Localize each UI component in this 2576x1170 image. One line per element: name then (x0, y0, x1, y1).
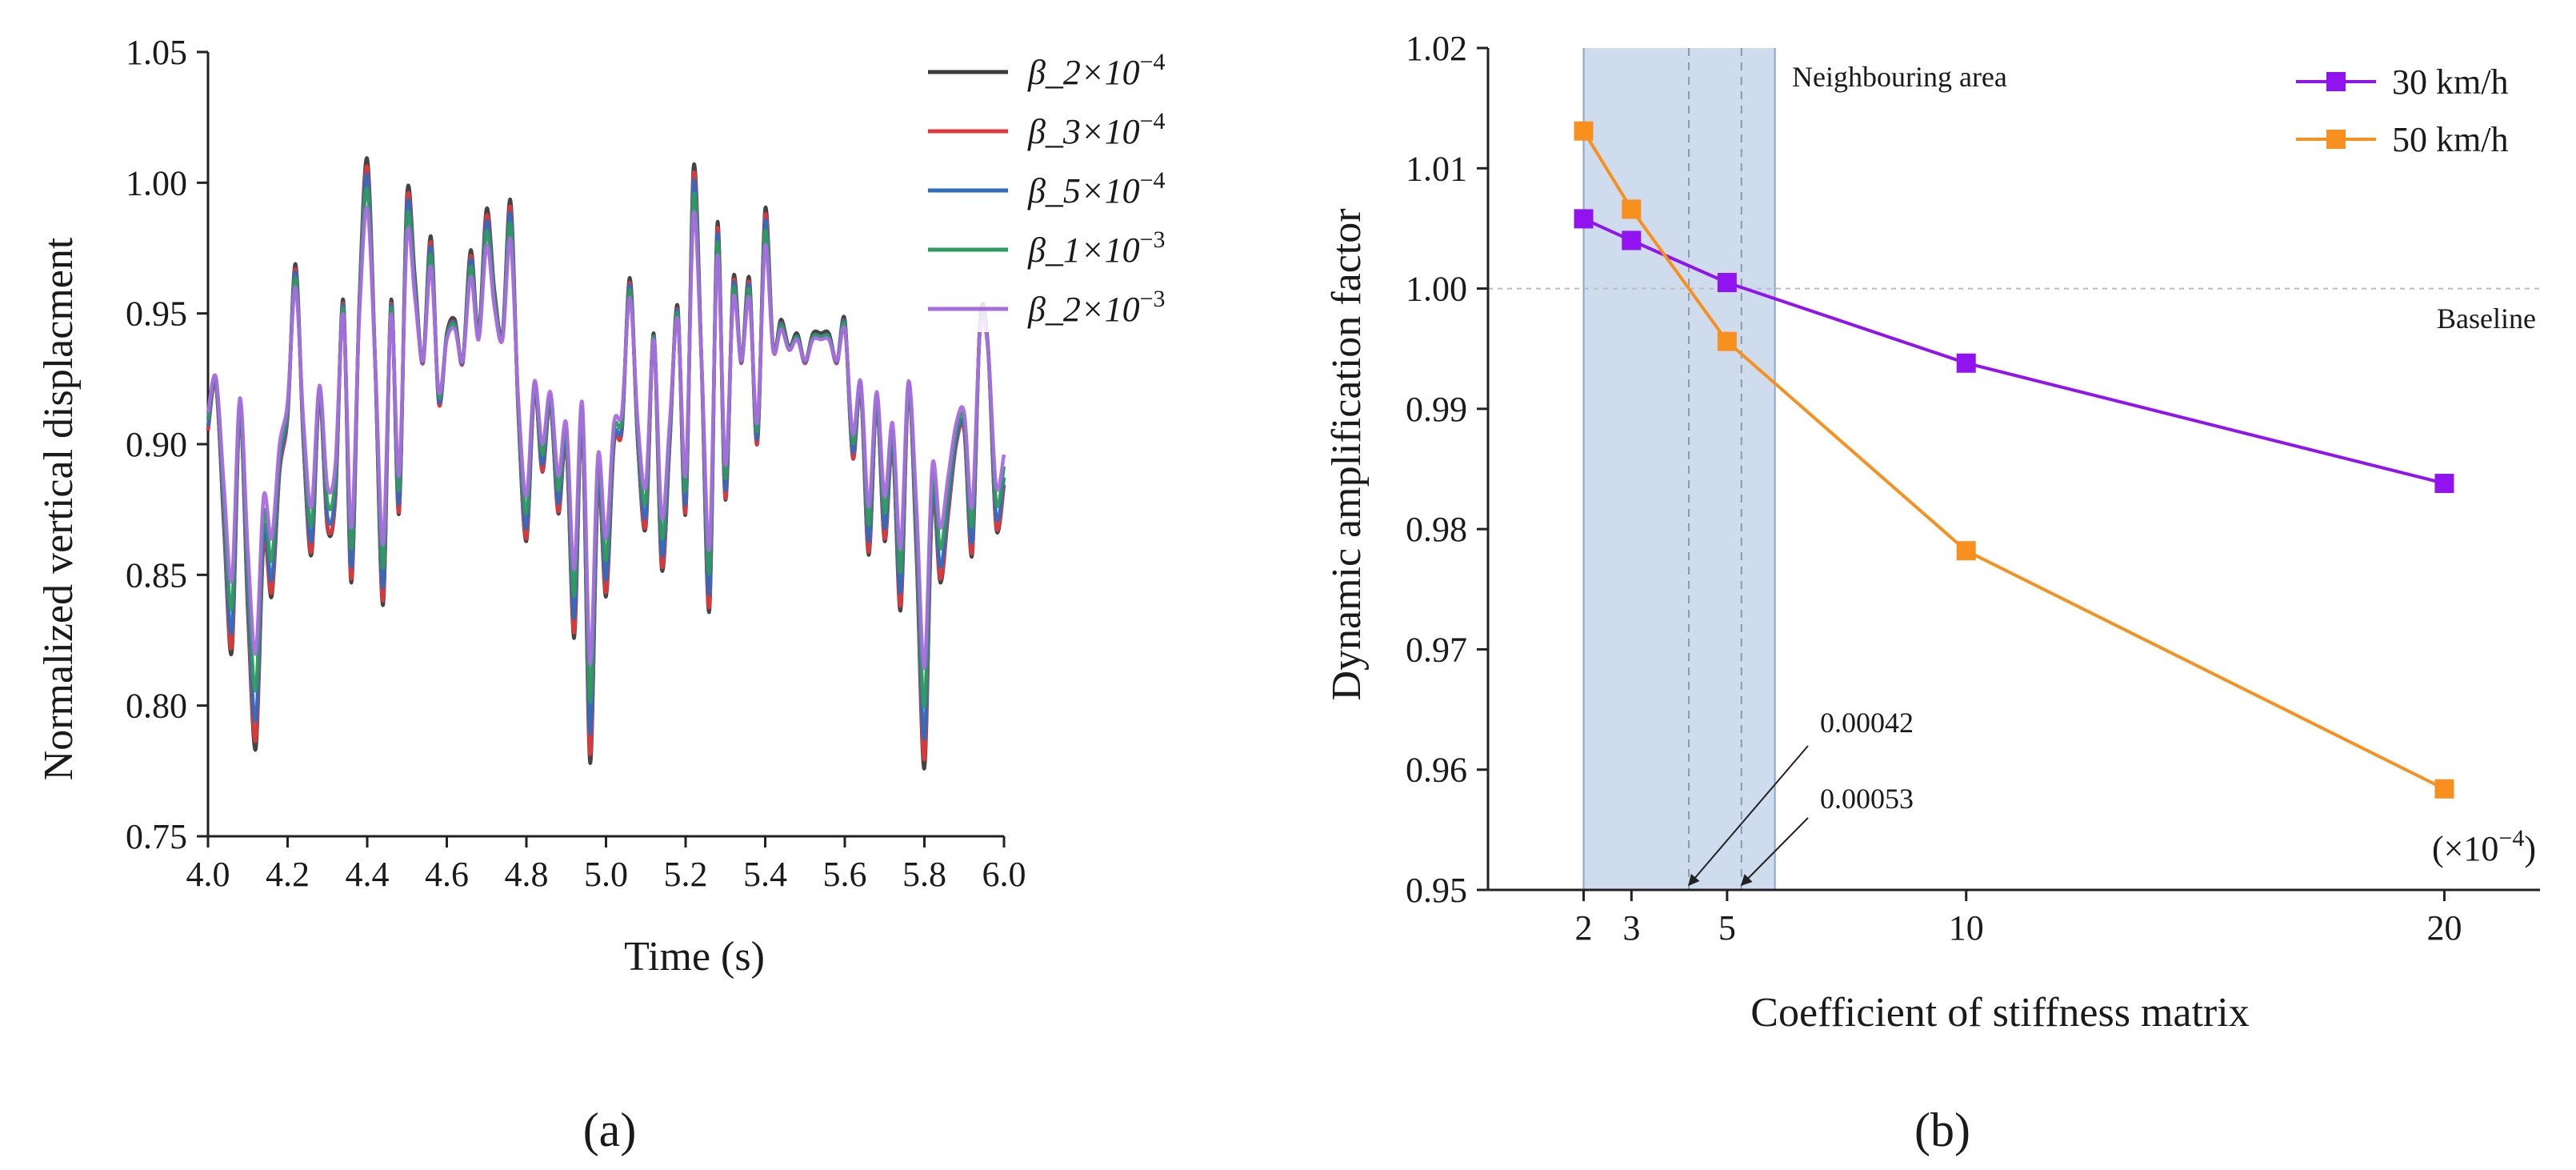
chart-a-series-line-3 (206, 172, 1006, 741)
chart-a-y-tick-label: 1.00 (126, 163, 187, 202)
chart-b-x-tick-label: 20 (2426, 908, 2462, 948)
chart-b-axes (1486, 48, 2540, 892)
chart-b-data-point (1622, 199, 1642, 219)
chart-b-data-point (2434, 474, 2454, 494)
chart-b-annotation-label: 0.00053 (1820, 783, 1914, 815)
chart-b-y-tick-label: 0.96 (1406, 751, 1467, 790)
chart-a-y-tick-label: 0.85 (126, 555, 187, 595)
chart-b-annotation-arrow (1740, 817, 1809, 886)
chart-b-panel-label: (b) (1914, 1104, 1970, 1156)
chart-b-y-tick-label: 1.00 (1406, 270, 1467, 309)
chart-a-x-tick-label: 6.0 (982, 855, 1026, 894)
chart-a-ylabel: Normalized vertical displacment (36, 237, 82, 780)
chart-b-annotation-arrow (1688, 745, 1809, 887)
chart-a-x-tick-label: 5.0 (584, 855, 628, 894)
chart-b-data-point (1956, 541, 1976, 561)
chart-b-x-tick-label: 10 (1949, 908, 1984, 948)
chart-a-x-tick-label: 4.6 (425, 855, 469, 894)
chart-b-data-point (1717, 273, 1737, 293)
chart-b-annotation-label: 0.00042 (1820, 707, 1914, 739)
chart-b-data-point (1574, 209, 1594, 229)
chart-b: 2 3 5 10 200.950.960.970.980.991.001.011.02 … (1324, 29, 2540, 1156)
chart-a-series (206, 156, 1006, 771)
chart-b-legend-marker (2326, 130, 2346, 149)
chart-a-x-tick-label: 4.4 (346, 855, 390, 894)
chart-a-x-tick-label: 5.4 (743, 855, 787, 894)
chart-a-axes (206, 52, 1004, 838)
chart-a-y-tick-label: 0.95 (126, 295, 187, 334)
chart-a: 4.0 4.2 4.4 4.6 4.8 5.0 5.2 5.4 5.6 5.8 6.0 0.75 0.8… (36, 33, 1200, 1156)
chart-b-annotations: 0.00042 0.00053 (1688, 707, 1914, 887)
chart-b-baseline-label: Baseline (2437, 303, 2536, 335)
chart-b-data-point (1717, 331, 1737, 351)
chart-b-legend-label: 50 km/h (2392, 120, 2508, 159)
chart-b-legend-marker (2326, 72, 2346, 91)
chart-a-x-tick-label: 4.2 (266, 855, 310, 894)
chart-a-xlabel: Time (s) (624, 934, 765, 980)
chart-a-x-tick-label: 4.8 (505, 855, 549, 894)
chart-a-panel-label: (a) (583, 1104, 637, 1156)
chart-b-ylabel: Dynamic amplification factor (1324, 208, 1370, 700)
chart-b-x-unit: (×10−4) (2432, 825, 2536, 868)
chart-b-x-tick-label: 3 (1622, 908, 1640, 948)
chart-b-legend-label: 30 km/h (2392, 62, 2508, 102)
chart-a-ticks: 4.0 4.2 4.4 4.6 4.8 5.0 5.2 5.4 5.6 5.8 6.0 0.75 0.8… (126, 33, 1026, 894)
chart-b-data-point (1956, 353, 1976, 373)
chart-a-y-tick-label: 0.90 (126, 425, 187, 464)
chart-b-y-tick-label: 1.01 (1406, 149, 1467, 188)
chart-b-x-tick-label: 2 (1575, 908, 1593, 948)
chart-a-x-tick-label: 5.8 (902, 855, 946, 894)
chart-a-legend-label: β_2×10−3 (1027, 286, 1166, 329)
chart-b-shaded-region (1583, 48, 1775, 890)
chart-b-x-tick-label: 5 (1718, 908, 1736, 948)
chart-b-y-tick-label: 0.98 (1406, 510, 1467, 549)
chart-a-y-tick-label: 0.80 (126, 687, 187, 726)
chart-a-legend-label: β_1×10−3 (1027, 226, 1166, 270)
chart-b-y-tick-label: 0.97 (1406, 630, 1467, 669)
chart-b-data-point (1622, 230, 1642, 250)
chart-b-y-tick-label: 0.99 (1406, 390, 1467, 429)
chart-a-legend-label: β_2×10−4 (1027, 49, 1166, 92)
chart-b-series (1574, 121, 2454, 799)
chart-b-data-point (2434, 779, 2454, 799)
chart-b-ticks: 2 3 5 10 20 0.95 0.96 0.97 0.98 0.99 1.00 1.01 1.02 (1406, 29, 2462, 948)
chart-a-x-tick-label: 5.6 (823, 855, 867, 894)
chart-b-data-point (1574, 121, 1594, 141)
chart-a-y-tick-label: 0.75 (126, 817, 187, 856)
chart-a-y-tick-label: 1.05 (126, 33, 187, 72)
chart-b-y-tick-label: 1.02 (1406, 29, 1467, 68)
chart-b-shaded-region-label: Neighbouring area (1792, 61, 2007, 93)
chart-a-series-line-5 (206, 205, 1006, 670)
chart-a-series-line-2 (206, 164, 1006, 761)
chart-a-legend-label: β_3×10−4 (1027, 108, 1166, 151)
chart-b-y-tick-label: 0.95 (1406, 871, 1467, 910)
chart-a-legend: β_2×10−4 β_3×10−4 β_5×10−4 β_1×10−3 β_2×10−3 (912, 48, 1200, 332)
chart-a-x-tick-label: 4.0 (186, 855, 230, 894)
chart-b-legend: 30 km/h 50 km/h (2296, 62, 2508, 159)
chart-a-series-line-4 (206, 186, 1006, 708)
chart-a-x-tick-label: 5.2 (664, 855, 708, 894)
chart-a-series-line-1 (206, 156, 1006, 771)
chart-b-xlabel: Coefficient of stiffness matrix (1750, 990, 2249, 1036)
chart-a-legend-label: β_5×10−4 (1027, 167, 1166, 210)
